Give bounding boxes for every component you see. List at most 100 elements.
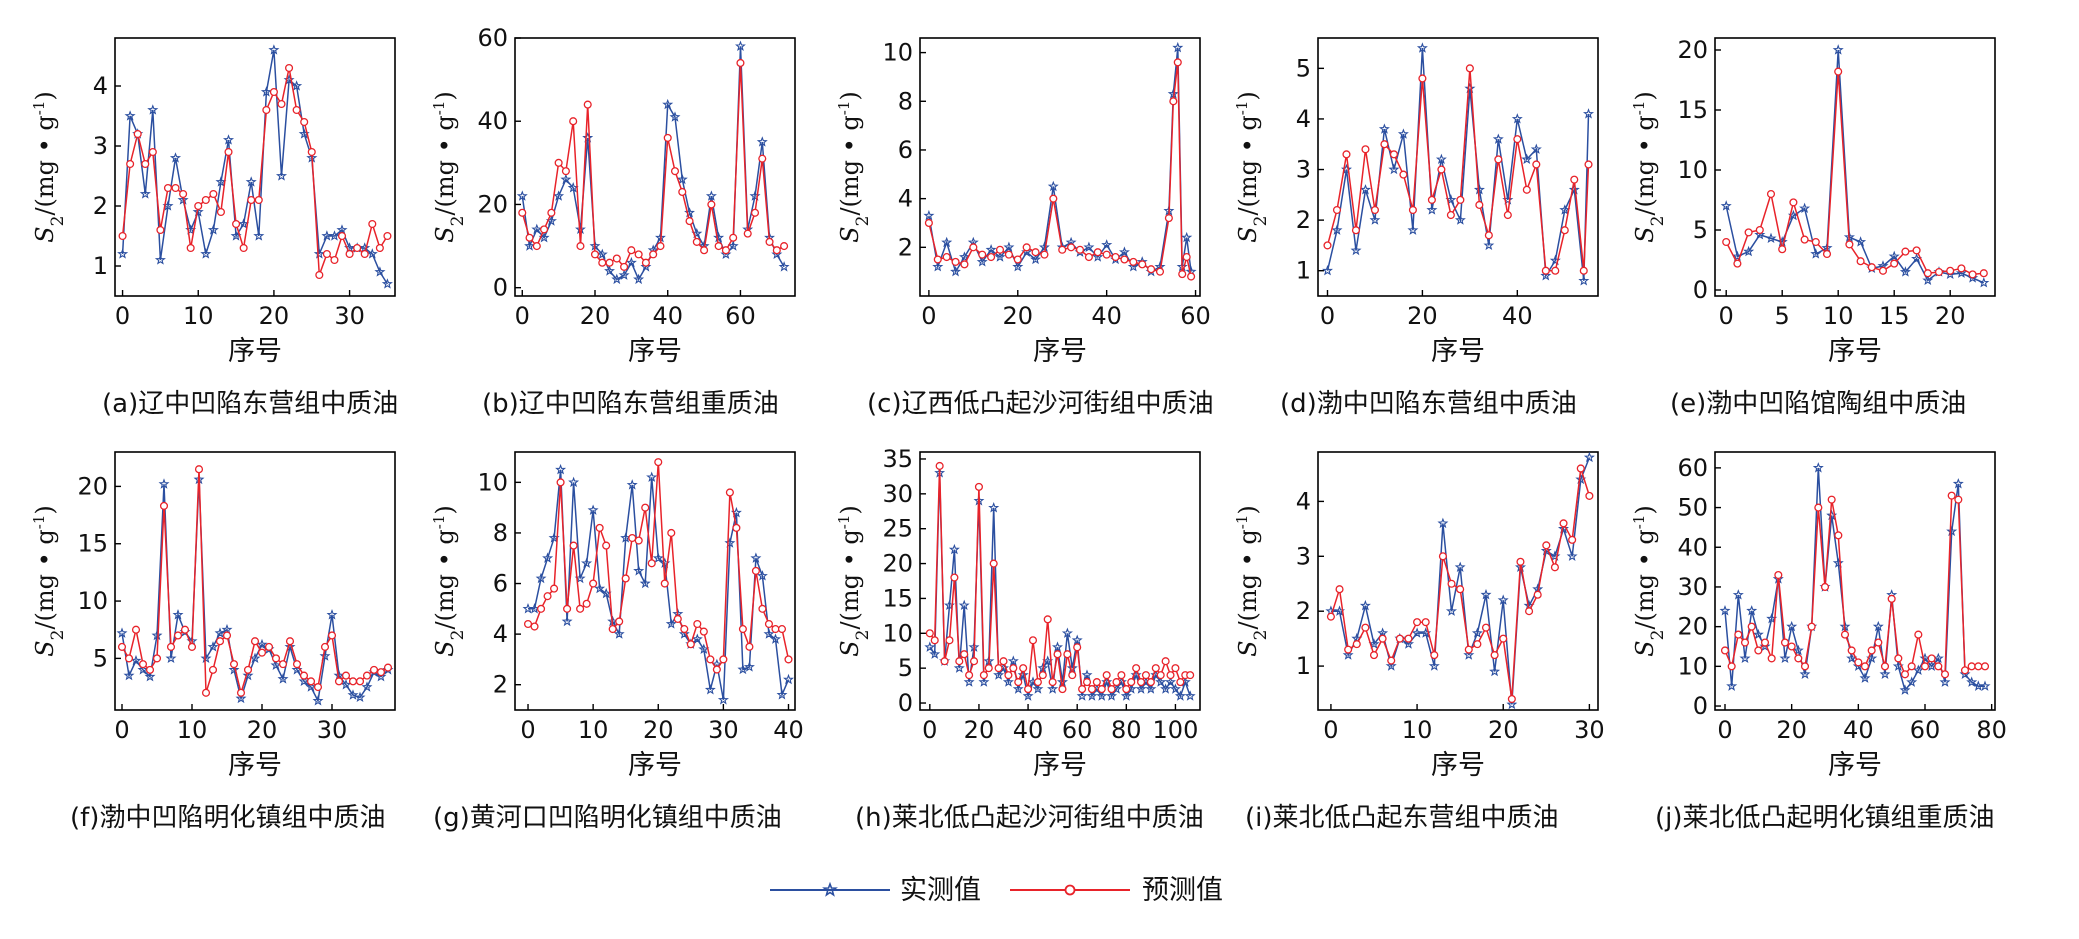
predicted-point — [337, 231, 347, 241]
y-tick-label: 15 — [882, 584, 913, 612]
measured-point — [1746, 605, 1758, 616]
measured-point — [941, 236, 953, 248]
measured-point — [361, 681, 373, 692]
predicted-point — [1968, 270, 1977, 279]
measured-point — [374, 266, 386, 277]
predicted-point — [738, 625, 747, 634]
predicted-point — [1102, 671, 1111, 680]
measured-point — [1832, 44, 1844, 55]
predicted-point — [706, 655, 715, 664]
predicted-point — [292, 660, 302, 669]
x-tick-label: 30 — [708, 716, 739, 744]
predicted-point — [686, 640, 695, 649]
measured-point — [1012, 261, 1024, 272]
x-tick-label: 20 — [964, 716, 995, 744]
predicted-point — [751, 566, 760, 575]
measured-point — [618, 269, 630, 280]
predicted-point — [1499, 634, 1508, 643]
predicted-point — [1022, 243, 1031, 252]
predicted-point — [1038, 671, 1047, 680]
predicted-point — [360, 249, 369, 259]
predicted-point — [707, 200, 716, 209]
predicted-point — [729, 233, 738, 242]
predicted-point — [1380, 140, 1389, 149]
measured-point — [354, 691, 366, 703]
y-tick-label: 10 — [1677, 156, 1708, 184]
plot-frame — [114, 451, 396, 711]
predicted-series-line — [1724, 494, 1985, 677]
x-axis-label: 序号 — [628, 750, 682, 781]
predicted-point — [612, 254, 621, 263]
x-tick-label: 60 — [1910, 716, 1941, 744]
predicted-point — [1361, 623, 1370, 632]
predicted-point — [1399, 170, 1408, 179]
plot-frame — [919, 37, 1201, 297]
x-tick-label: 40 — [773, 716, 804, 744]
predicted-point — [1352, 640, 1361, 649]
y-tick-label: 3 — [1296, 156, 1311, 184]
measured-point — [531, 223, 543, 235]
predicted-point — [1437, 165, 1446, 174]
measured-point — [1754, 228, 1766, 240]
predicted-point — [758, 604, 767, 613]
predicted-point — [620, 262, 629, 271]
predicted-point — [1068, 671, 1077, 680]
predicted-point — [989, 559, 998, 568]
measured-point — [1350, 244, 1362, 256]
predicted-point — [194, 201, 203, 211]
predicted-point — [292, 105, 301, 115]
measured-point — [704, 684, 716, 695]
x-tick-label: 5 — [1775, 302, 1790, 330]
predicted-point — [1720, 646, 1730, 655]
predicted-point — [194, 465, 204, 474]
predicted-point — [969, 243, 978, 252]
predicted-point — [215, 637, 225, 646]
measured-point — [284, 641, 296, 652]
measured-point — [1765, 232, 1777, 244]
measured-point — [953, 662, 965, 673]
predicted-point — [1009, 664, 1018, 673]
predicted-point — [649, 250, 658, 259]
measured-point — [200, 248, 212, 259]
y-tick-label: 4 — [1296, 487, 1311, 515]
x-tick-label: 60 — [1180, 302, 1211, 330]
predicted-point — [1464, 645, 1473, 654]
predicted-point — [1533, 590, 1542, 599]
measured-point — [253, 230, 265, 241]
measured-point — [720, 248, 732, 260]
predicted-point — [1075, 245, 1085, 254]
plot-frame — [1317, 451, 1599, 711]
predicted-point — [187, 642, 197, 651]
predicted-point — [124, 654, 134, 663]
measured-point — [560, 173, 572, 185]
predicted-point — [1141, 671, 1151, 680]
predicted-point — [1378, 634, 1387, 643]
predicted-point — [1097, 685, 1106, 694]
x-tick-label: 10 — [183, 302, 214, 330]
measured-point — [756, 136, 768, 147]
y-tick-label: 5 — [898, 654, 913, 682]
measured-point — [207, 641, 219, 652]
predicted-point — [743, 229, 752, 238]
predicted-point — [131, 625, 141, 634]
predicted-point — [1049, 194, 1058, 203]
predicted-point — [1063, 650, 1072, 659]
measured-point — [1426, 204, 1438, 215]
measured-point — [1184, 690, 1196, 701]
predicted-point — [1894, 654, 1903, 663]
predicted-point — [1559, 519, 1568, 528]
predicted-point — [974, 482, 983, 491]
x-tick-label: 20 — [1407, 302, 1438, 330]
predicted-point — [628, 533, 637, 543]
measured-point — [375, 670, 387, 682]
predicted-point — [1107, 685, 1116, 694]
x-tick-label: 40 — [1502, 302, 1533, 330]
predicted-point — [345, 249, 354, 259]
predicted-point — [320, 642, 330, 651]
measured-point — [1071, 634, 1083, 645]
panel-caption: (i)莱北低凸起东营组中质油 — [1245, 803, 1559, 833]
predicted-point — [1585, 491, 1594, 500]
predicted-point — [1456, 585, 1465, 594]
y-axis-label: S2/(mg • g-1) — [835, 505, 873, 657]
predicted-point — [518, 208, 527, 217]
